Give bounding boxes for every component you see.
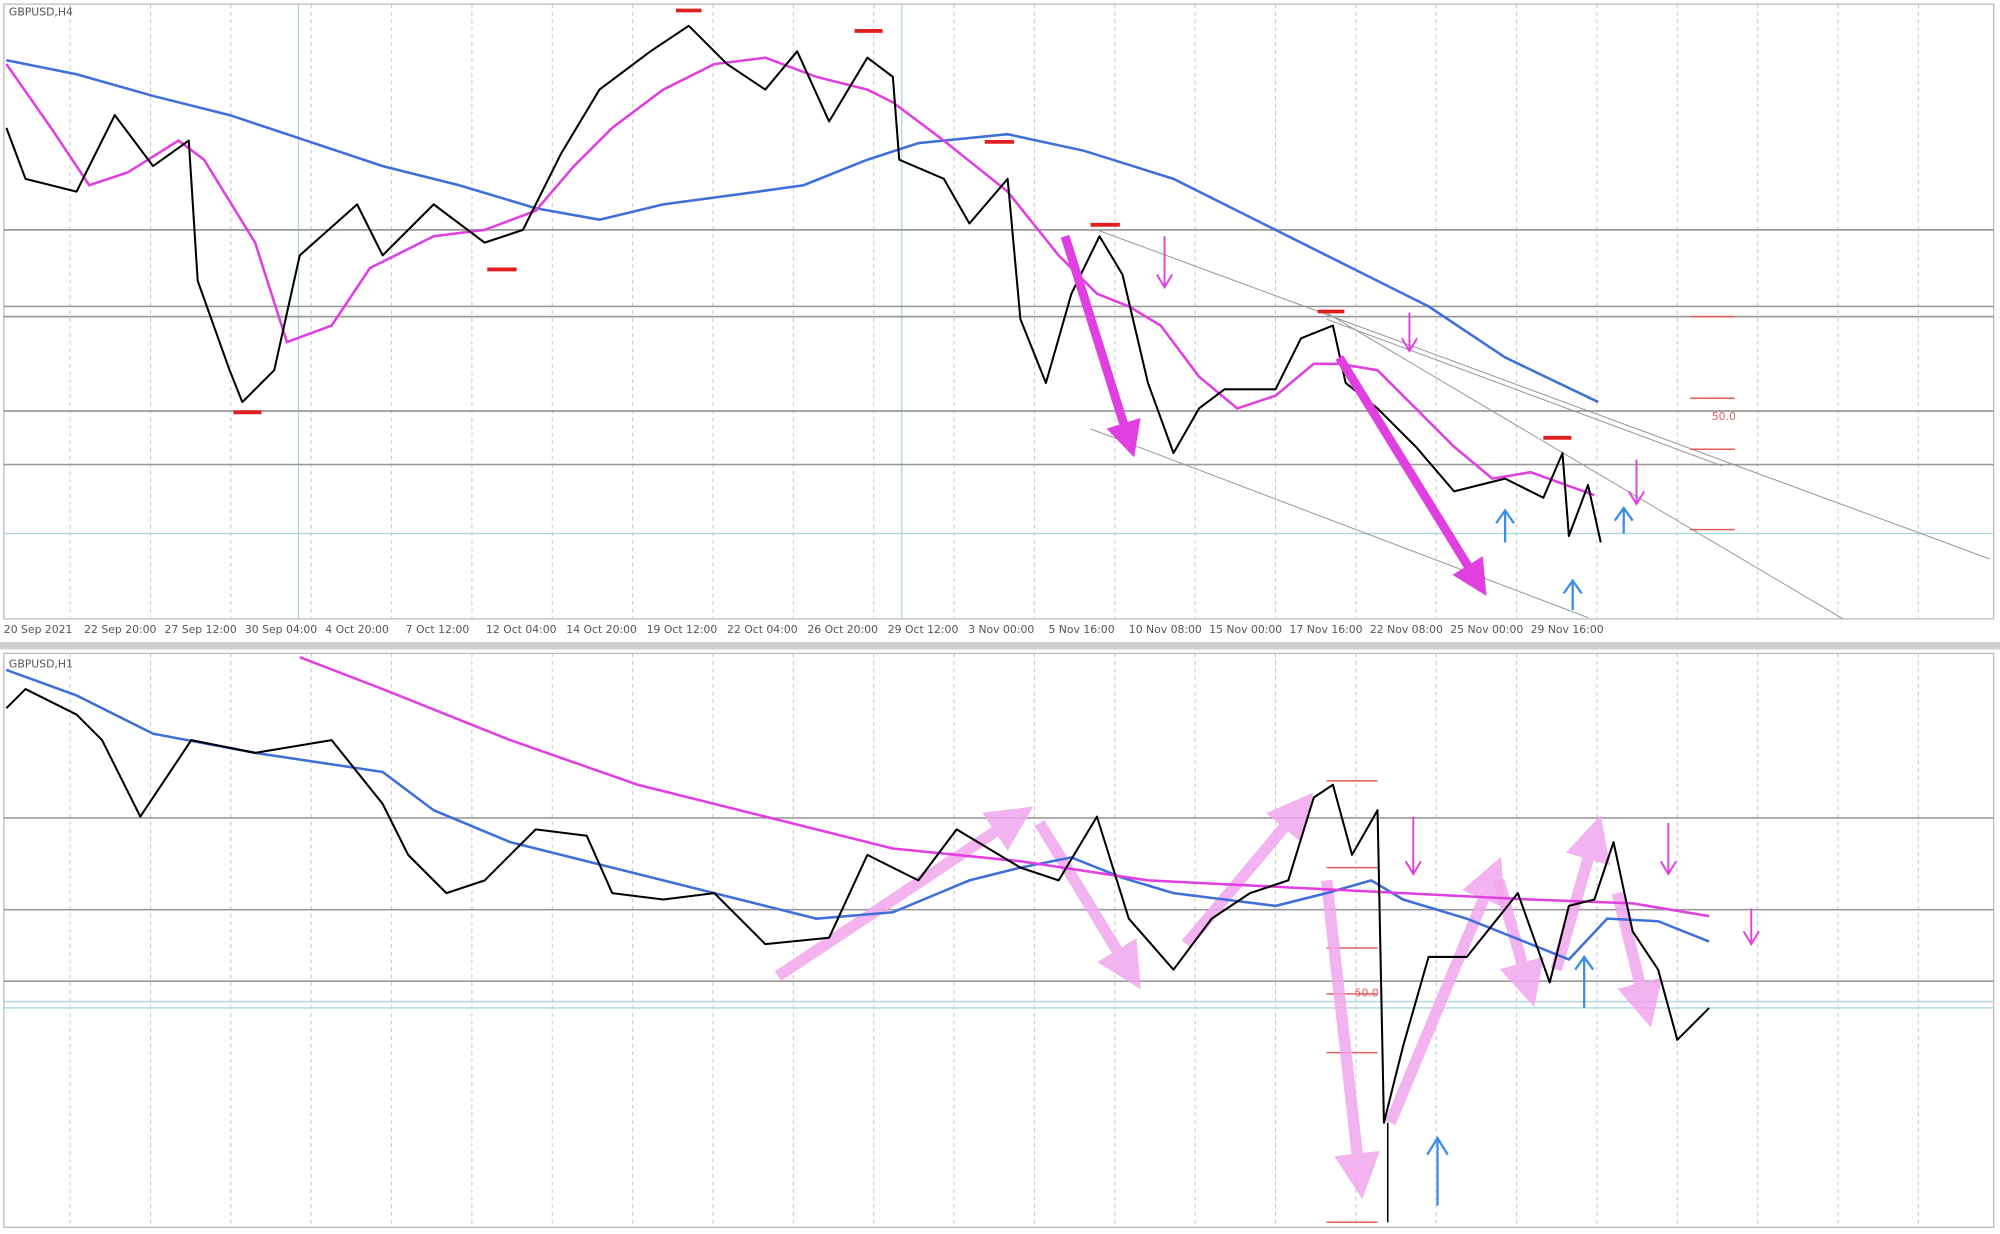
time-label: 22 Oct 04:00 — [727, 623, 798, 636]
grid — [69, 653, 1919, 1228]
time-label: 29 Nov 16:00 — [1531, 623, 1604, 636]
time-label: 26 Oct 20:00 — [807, 623, 878, 636]
time-label: 10 Nov 08:00 — [1129, 623, 1202, 636]
panel-label: GBPUSD,H4 — [9, 6, 73, 19]
panel-separator — [0, 641, 2000, 650]
trend-lines — [1090, 229, 1990, 620]
plot-frame — [3, 3, 1995, 620]
fib-label: 50.0 — [1355, 986, 1379, 999]
time-label: 22 Nov 08:00 — [1370, 623, 1443, 636]
h1-panel: 50.0 GBPUSD,H1 — [3, 652, 1995, 1228]
panel-label: GBPUSD,H1 — [9, 657, 73, 670]
time-label: 20 Sep 2021 — [4, 623, 73, 636]
time-label: 15 Nov 00:00 — [1209, 623, 1282, 636]
time-label: 5 Nov 16:00 — [1048, 623, 1114, 636]
time-label: 12 Oct 04:00 — [486, 623, 557, 636]
time-label: 27 Sep 12:00 — [165, 623, 237, 636]
time-label: 3 Nov 00:00 — [968, 623, 1034, 636]
swing-markers — [233, 8, 1572, 440]
signal-arrows — [1404, 816, 1760, 1206]
horizontal-levels — [3, 229, 1994, 535]
moving-average — [5, 56, 1595, 497]
price-path — [5, 688, 1710, 1124]
pink-arrows — [774, 792, 1663, 1200]
fib-levels — [1690, 315, 1735, 531]
moving-average — [299, 655, 1710, 918]
time-label: 19 Oct 12:00 — [647, 623, 718, 636]
arrow — [1335, 355, 1487, 596]
plot-frame — [3, 652, 1995, 1228]
moving-average — [5, 668, 1710, 961]
h4-panel: 50.0 GBPUSD,H4 20 Sep 2021 22 Sep 20:00 27… — [3, 3, 1995, 636]
fib-label: 50.0 — [1712, 410, 1736, 423]
arrow — [1060, 234, 1141, 458]
signal-arrows — [1156, 236, 1645, 610]
time-label: 30 Sep 04:00 — [245, 623, 317, 636]
time-label: 29 Oct 12:00 — [888, 623, 959, 636]
time-label: 7 Oct 12:00 — [406, 623, 470, 636]
moving-average — [6, 58, 1599, 404]
grid — [69, 4, 1919, 619]
time-label: 14 Oct 20:00 — [566, 623, 637, 636]
time-label: 4 Oct 20:00 — [325, 623, 389, 636]
time-label: 22 Sep 20:00 — [84, 623, 156, 636]
time-label: 17 Nov 16:00 — [1290, 623, 1363, 636]
time-axis: 20 Sep 2021 22 Sep 20:00 27 Sep 12:00 30 Se… — [4, 623, 1604, 636]
time-label: 25 Nov 00:00 — [1450, 623, 1523, 636]
